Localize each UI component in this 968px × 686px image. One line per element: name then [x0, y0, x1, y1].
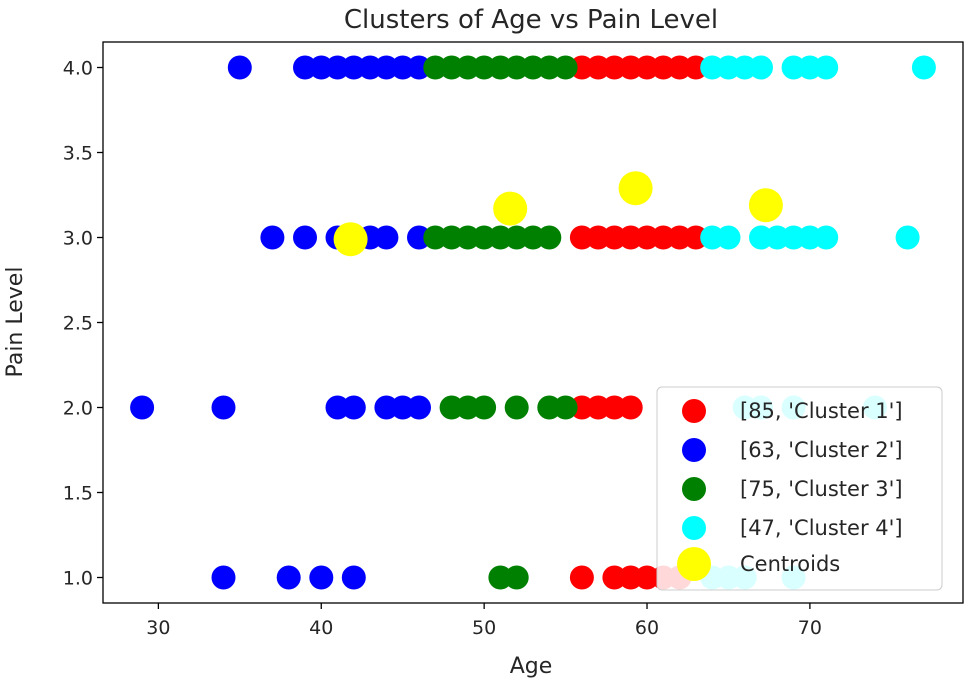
cluster-3-point — [472, 395, 497, 420]
legend-marker — [682, 399, 706, 423]
y-tick-label: 1.5 — [63, 483, 93, 505]
cluster-2-point — [211, 395, 236, 420]
legend-marker — [682, 477, 706, 501]
cluster-4-point — [814, 55, 839, 80]
legend-label: [63, 'Cluster 2'] — [740, 438, 903, 462]
cluster-4-point — [911, 55, 936, 80]
y-tick-label: 3.0 — [63, 228, 93, 250]
cluster-3-point — [537, 225, 562, 250]
cluster-2-point — [341, 565, 366, 590]
y-tick-label: 1.0 — [63, 568, 93, 590]
legend-marker — [682, 438, 706, 462]
x-axis-ticks: 30 40 50 60 70 — [146, 603, 822, 639]
cluster-2-point — [407, 395, 431, 420]
y-tick-label: 4.0 — [63, 58, 93, 80]
cluster-3-point — [504, 565, 529, 590]
legend-label: [75, 'Cluster 3'] — [740, 477, 903, 501]
centroid-point — [618, 171, 653, 206]
legend-label: Centroids — [740, 552, 840, 576]
x-tick-label: 50 — [472, 617, 496, 639]
centroid-point — [333, 222, 368, 257]
y-axis-ticks: 1.0 1.5 2.0 2.5 3.0 3.5 4.0 — [63, 58, 103, 590]
cluster-3-point — [553, 55, 578, 80]
centroid-point — [493, 191, 528, 226]
cluster-2-point — [130, 395, 155, 420]
cluster-2-point — [260, 225, 285, 250]
cluster-4-point — [716, 225, 741, 250]
cluster-3-point — [504, 395, 529, 420]
cluster-1-point — [569, 565, 594, 590]
y-tick-label: 2.5 — [63, 313, 93, 335]
cluster-4-point — [814, 225, 839, 250]
points-layer — [130, 55, 936, 590]
x-tick-label: 40 — [309, 617, 333, 639]
cluster-4-point — [895, 225, 920, 250]
x-axis-label: Age — [510, 654, 553, 679]
y-tick-label: 3.5 — [63, 143, 93, 165]
cluster-2-point — [374, 225, 399, 250]
cluster-2-point — [211, 565, 236, 590]
cluster-2-point — [341, 395, 366, 420]
x-tick-label: 70 — [798, 617, 822, 639]
cluster-1-point — [618, 395, 643, 420]
centroid-point — [748, 188, 783, 223]
cluster-3-point — [553, 395, 578, 420]
legend-label: [47, 'Cluster 4'] — [740, 516, 903, 540]
cluster-2-point — [309, 565, 334, 590]
chart-title: Clusters of Age vs Pain Level — [344, 5, 718, 35]
cluster-2-point — [276, 565, 301, 590]
cluster-2-point — [293, 225, 317, 250]
legend-marker — [682, 516, 706, 540]
x-tick-label: 30 — [146, 617, 170, 639]
legend-label: [85, 'Cluster 1'] — [740, 399, 903, 423]
legend-box — [656, 386, 943, 591]
cluster-2-point — [227, 55, 252, 80]
y-tick-label: 2.0 — [63, 398, 93, 420]
legend: [85, 'Cluster 1'] [63, 'Cluster 2'] [75, '… — [656, 386, 943, 591]
legend-marker — [677, 547, 711, 581]
x-tick-label: 60 — [635, 617, 659, 639]
cluster-4-point — [749, 55, 773, 80]
y-axis-label: Pain Level — [3, 267, 28, 378]
